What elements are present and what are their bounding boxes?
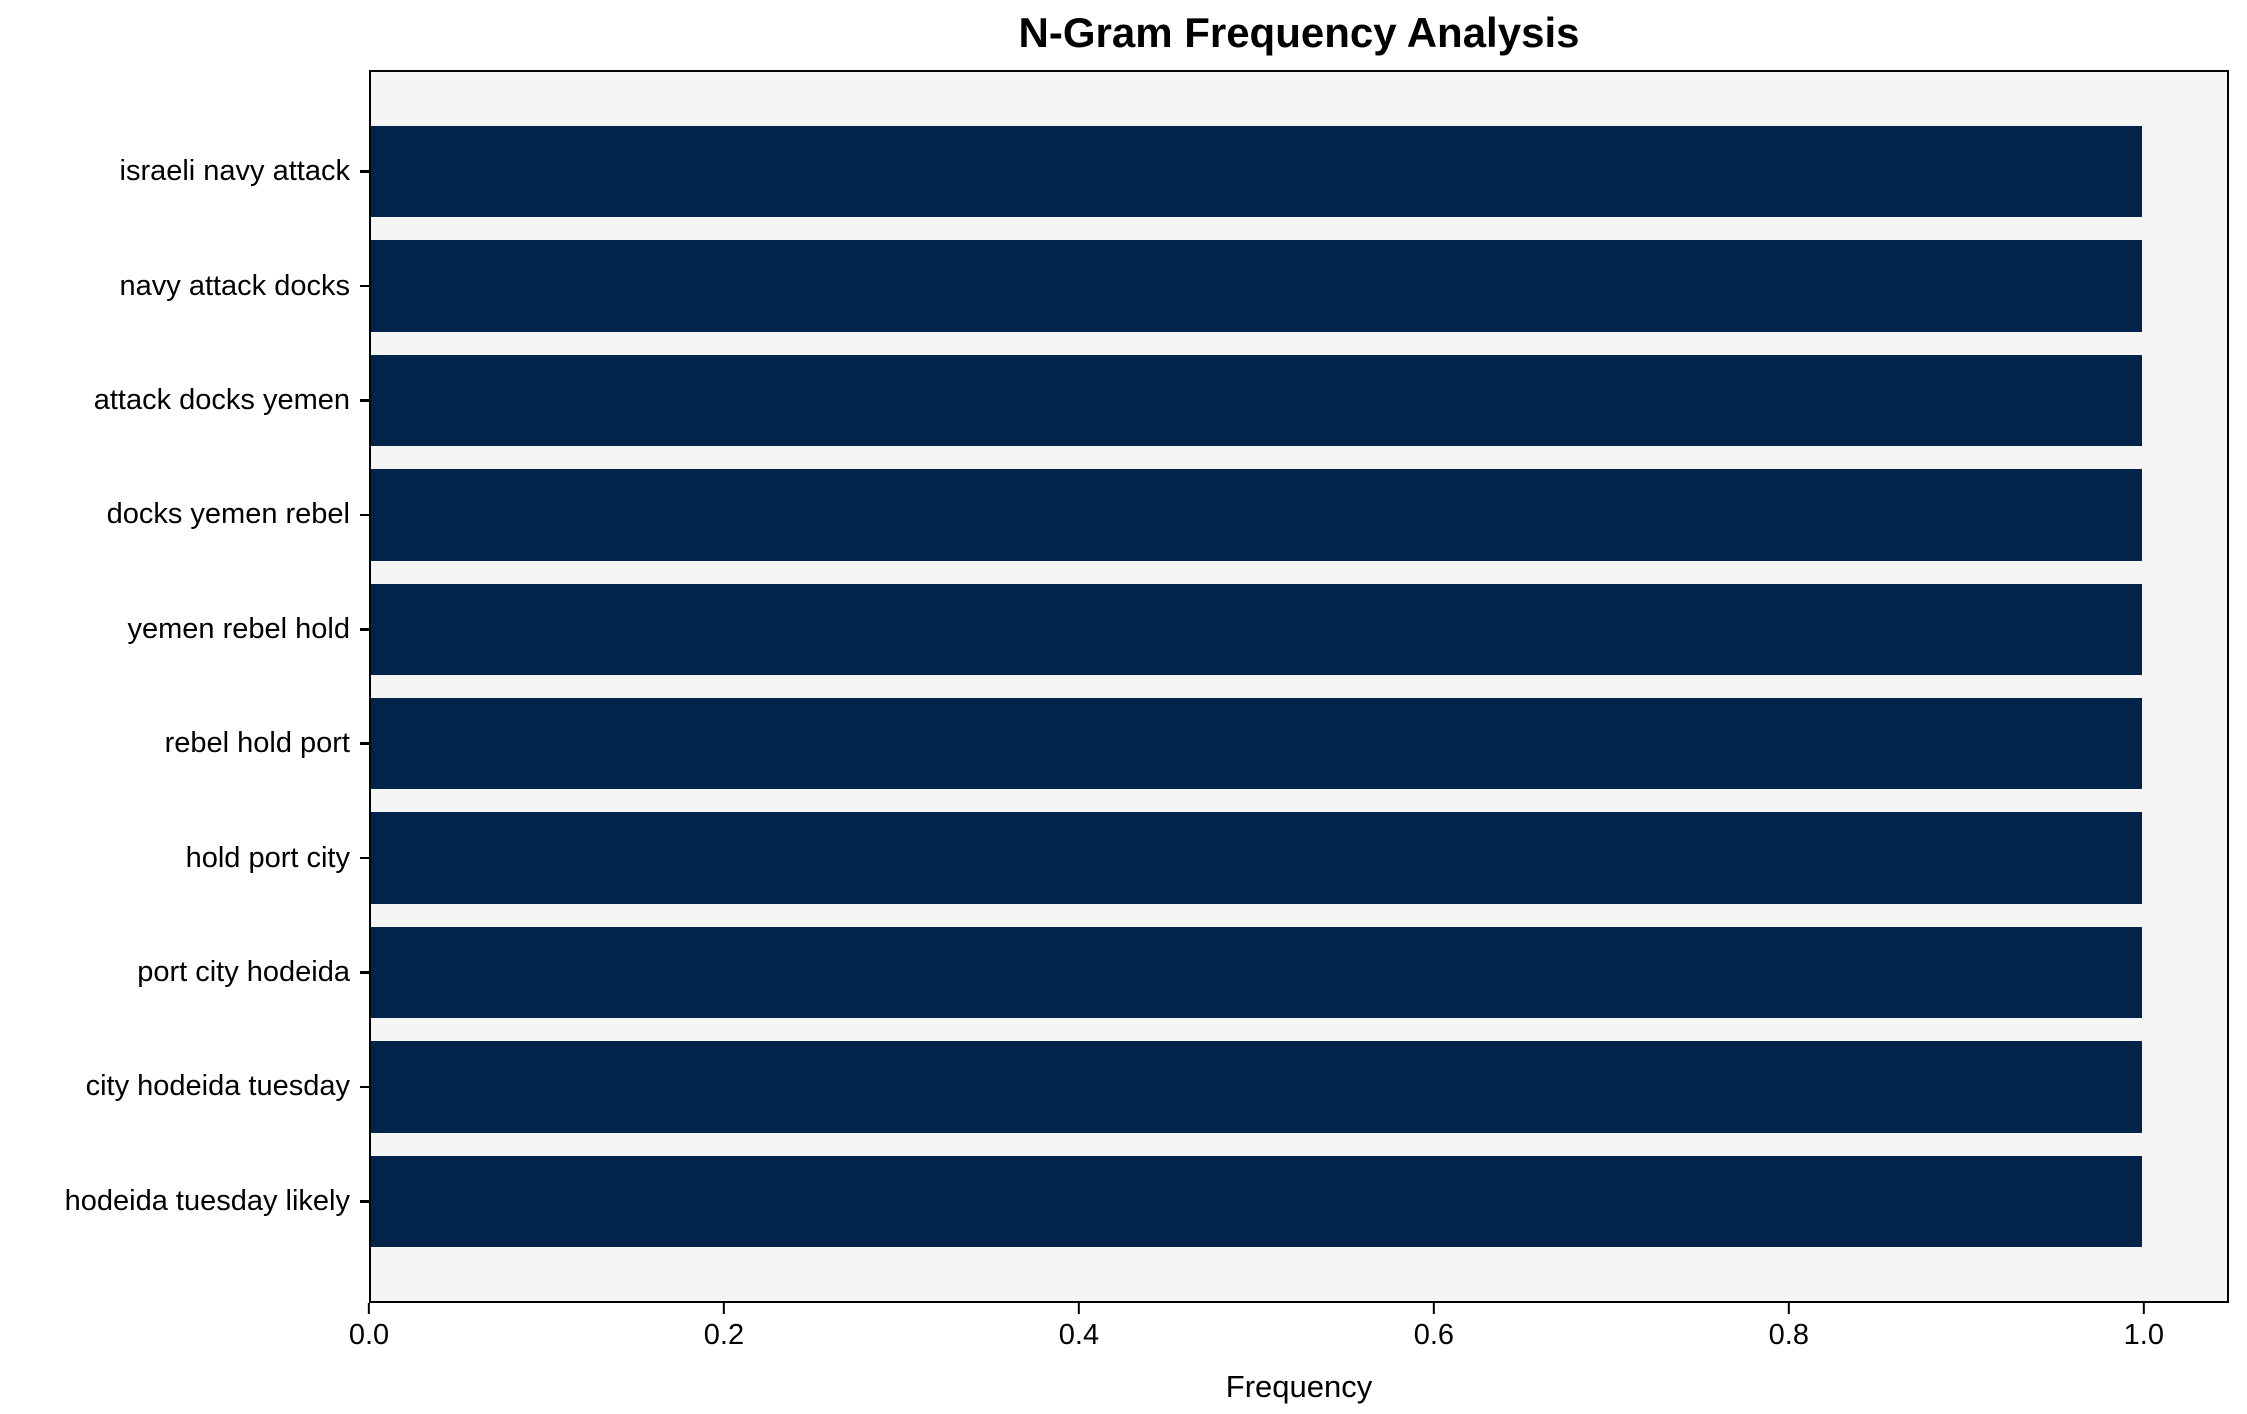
y-tick-row: city hodeida tuesday — [0, 1041, 369, 1133]
y-tick-row: israeli navy attack — [0, 126, 369, 218]
y-tick-label: rebel hold port — [164, 727, 350, 760]
bar-navy-attack-docks — [371, 240, 2142, 332]
x-tick-mark — [1787, 1303, 1791, 1314]
bar-rebel-hold-port — [371, 697, 2142, 790]
y-tick-label: docks yemen rebel — [106, 498, 350, 531]
y-tick-label: yemen rebel hold — [127, 612, 350, 645]
y-tick-row: port city hodeida — [0, 927, 369, 1019]
plot-area — [369, 70, 2229, 1303]
x-tick-label: 0.8 — [1768, 1319, 1810, 1351]
bar-hodeida-tuesday-likely — [371, 1155, 2142, 1247]
y-tick-row: hodeida tuesday likely — [0, 1156, 369, 1248]
bar-attack-docks-yemen — [371, 354, 2142, 447]
x-tick-mark — [2142, 1303, 2146, 1314]
x-tick-label: 0.2 — [703, 1319, 745, 1351]
x-tick-label: 1.0 — [2123, 1319, 2164, 1351]
y-tick-mark — [360, 1085, 369, 1089]
x-tick-mark — [1077, 1303, 1081, 1314]
x-tick-label: 0.0 — [348, 1319, 390, 1351]
y-tick-label: hold port city — [185, 841, 350, 874]
bar-yemen-rebel-hold — [371, 583, 2142, 676]
x-tick-mark — [722, 1303, 726, 1314]
x-tick-mark — [1432, 1303, 1436, 1314]
y-tick-label: hodeida tuesday likely — [64, 1184, 350, 1217]
y-tick-row: navy attack docks — [0, 240, 369, 332]
x-tick-label: 0.4 — [1058, 1319, 1100, 1351]
y-tick-mark — [360, 284, 369, 288]
bar-port-city-hodeida — [371, 926, 2142, 1019]
y-tick-label: attack docks yemen — [93, 384, 350, 417]
y-tick-mark — [360, 742, 369, 745]
x-tick-1.0: 1.0 — [2124, 1303, 2164, 1350]
y-axis-labels: israeli navy attack navy attack docks atta… — [0, 70, 369, 1303]
y-tick-row: hold port city — [0, 812, 369, 904]
bar-hold-port-city — [371, 812, 2142, 904]
y-tick-mark — [360, 971, 369, 974]
x-axis-title: Frequency — [1225, 1369, 1373, 1404]
bar-city-hodeida-tuesday — [371, 1041, 2142, 1133]
y-tick-label: city hodeida tuesday — [85, 1070, 350, 1103]
chart-title: N-Gram Frequency Analysis — [1018, 9, 1580, 56]
x-axis: 0.0 0.2 0.4 0.6 0.8 1.0 — [349, 1303, 2229, 1373]
y-tick-mark — [360, 1200, 369, 1203]
x-tick-0.6: 0.6 — [1414, 1303, 1454, 1350]
x-tick-0.2: 0.2 — [704, 1303, 744, 1350]
y-tick-mark — [360, 399, 369, 402]
x-tick-0.4: 0.4 — [1059, 1303, 1099, 1350]
y-tick-mark — [360, 628, 369, 631]
y-tick-row: yemen rebel hold — [0, 584, 369, 676]
y-tick-mark — [360, 513, 369, 517]
x-tick-label: 0.6 — [1413, 1319, 1455, 1351]
bar-docks-yemen-rebel — [371, 469, 2142, 561]
y-tick-row: docks yemen rebel — [0, 469, 369, 561]
y-tick-row: rebel hold port — [0, 698, 369, 790]
y-tick-label: israeli navy attack — [119, 155, 351, 188]
x-tick-0.8: 0.8 — [1769, 1303, 1809, 1350]
y-tick-label: port city hodeida — [137, 955, 350, 988]
y-tick-row: attack docks yemen — [0, 355, 369, 447]
y-tick-mark — [360, 856, 369, 860]
y-tick-mark — [360, 170, 369, 173]
y-tick-label: navy attack docks — [119, 269, 351, 302]
x-tick-mark — [367, 1303, 371, 1314]
bar-israeli-navy-attack — [371, 125, 2142, 218]
x-tick-0.0: 0.0 — [349, 1303, 389, 1350]
